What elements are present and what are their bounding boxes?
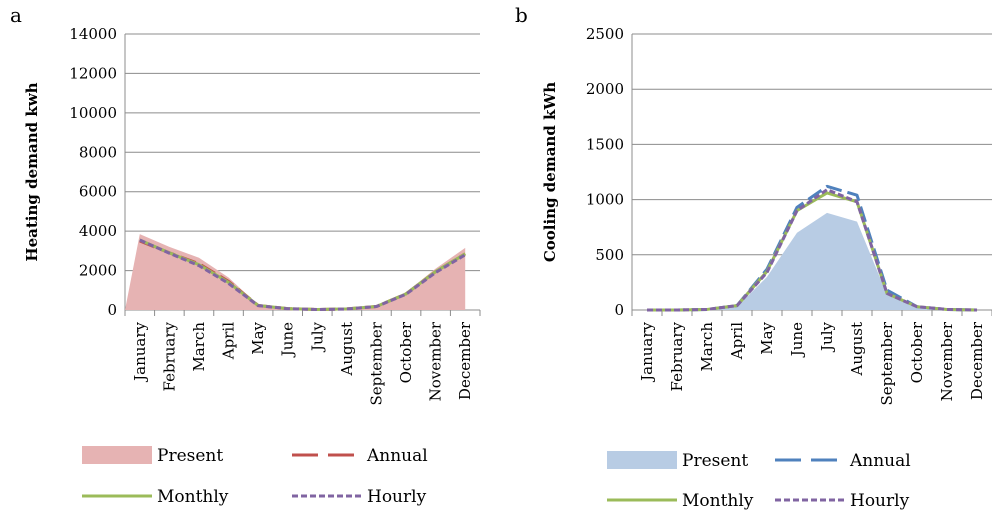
panel-a-x-tick-label: June [279,322,297,358]
panel-b-y-tick-label: 500 [595,246,624,264]
panel-b-legend: Present Annual Monthly Hourly [607,451,911,511]
panel-a-x-tick-label: April [220,322,238,360]
panel-a-legend-swatch-present [82,446,152,464]
panel-a-legend-label-present: Present [157,446,223,466]
panel-a-series-present-area [125,234,466,310]
panel-b-x-tick-label: March [698,322,716,372]
panel-b-legend-label-present: Present [682,451,748,471]
panel-b-legend-label-monthly: Monthly [682,491,754,511]
panel-a-legend: Present Annual Monthly Hourly [82,446,428,507]
panel-b-x-tick-label: July [818,321,836,352]
panel-b-x-tick-label: December [968,321,986,400]
panel-b-legend-label-annual: Annual [849,451,911,471]
panel-a-legend-label-hourly: Hourly [367,487,427,507]
panel-a-legend-label-annual: Annual [366,446,428,466]
panel-a-x-tick-label: March [190,322,208,372]
panel-b-y-tick-label: 1500 [586,135,624,153]
panel-a-y-tick-label: 12000 [69,64,117,82]
panel-a-x-tick-label: December [456,321,474,400]
panel-b-y-tick-label: 2500 [586,25,624,43]
panel-b-series-hourly-line [647,188,978,312]
panel-a-x-tick-label: September [367,321,385,405]
panel-a-label: a [10,3,22,27]
panel-b-x-tick-label: October [908,321,926,383]
panel-a-y-tick-label: 0 [107,301,117,319]
panel-a-series-hourly-line [139,238,466,312]
panel-b-legend-swatch-present [607,451,677,469]
panel-b-x-tick-label: January [638,321,656,382]
panel-a-x-tick-label: October [397,321,415,383]
panel-b-x-tick-label: September [878,321,896,405]
panel-b-x-tick-label: April [728,322,746,360]
panel-b-x-tick-label: June [788,322,806,358]
panel-b-label: b [515,3,528,27]
panel-a-x-tick-label: November [427,321,445,401]
panel-b-x-tick-label: February [668,321,686,391]
panel-b-plot: 0 500 1000 1500 2000 2500 January February March… [586,25,992,406]
panel-a-legend-label-monthly: Monthly [157,487,229,507]
panel-a-y-tick-label: 4000 [79,222,117,240]
panel-a-x-tick-label: February [160,321,178,391]
panel-a-x-tick-label: July [308,321,326,352]
panel-a-x-tick-label: May [249,321,267,354]
panel-a-y-tick-label: 6000 [79,183,117,201]
panel-b-y-tick-label: 1000 [586,191,624,209]
panel-a-y-tick-label: 2000 [79,262,117,280]
panel-b-y-tick-label: 2000 [586,80,624,98]
panel-b-x-tick-label: November [938,321,956,401]
panel-b-x-tick-label: August [848,322,866,376]
panel-a-x-tick-label: August [338,322,356,376]
panel-a-y-tick-label: 10000 [69,104,117,122]
panel-b-y-axis-label: Cooling demand kWh [541,82,559,262]
panel-b-y-tick-label: 0 [614,301,624,319]
panel-b-legend-label-hourly: Hourly [850,491,910,511]
panel-a-y-tick-label: 8000 [79,143,117,161]
panel-a-plot: 0 2000 4000 6000 8000 10000 12000 14000 January F… [69,25,481,406]
panel-a-y-tick-label: 14000 [69,25,117,43]
panel-a-x-tick-label: January [131,321,149,382]
panel-a-y-axis-label: Heating demand kwh [23,82,41,261]
panel-b-x-tick-label: May [758,321,776,354]
panel-b-series-present-area [632,212,977,310]
